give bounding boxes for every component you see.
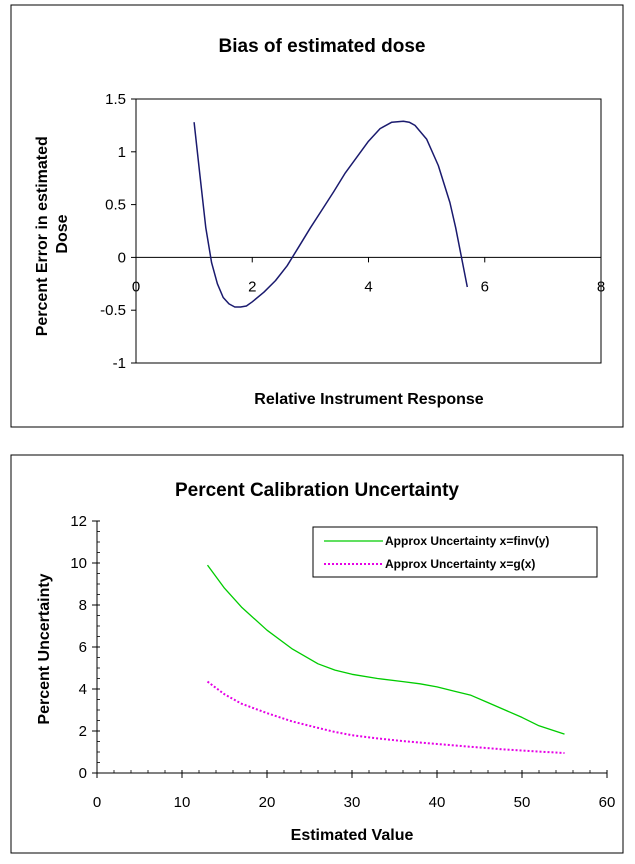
- legend-label-finv: Approx Uncertainty x=finv(y): [385, 534, 549, 548]
- uncertainty-x-axis-label: Estimated Value: [291, 827, 414, 844]
- legend-box: [312, 526, 598, 578]
- uncertainty-chart-title: Percent Calibration Uncertainty: [175, 480, 459, 501]
- bias-y-tick-label: 0.5: [105, 197, 126, 214]
- uncertainty-x-tick-label: 20: [259, 794, 276, 811]
- bias-x-tick-label: 6: [481, 278, 489, 295]
- uncertainty-chart: Percent Calibration Uncertainty 0 2 4 6 8 10 1…: [10, 454, 624, 854]
- bias-y-axis-label-line2: Dose: [54, 214, 71, 253]
- uncertainty-x-tick-label: 50: [514, 794, 531, 811]
- uncertainty-y-tick-label: 8: [79, 597, 87, 614]
- uncertainty-x-tick-label: 60: [599, 794, 616, 811]
- series-line-finv: [206, 564, 565, 735]
- bias-x-tick-label: 2: [248, 278, 256, 295]
- bias-y-tick-label: 1: [118, 144, 126, 161]
- uncertainty-legend: Approx Uncertainty x=finv(y) Approx Unce…: [312, 526, 598, 578]
- bias-y-tick-label: 1.5: [105, 91, 126, 108]
- uncertainty-y-tick-label: 12: [70, 513, 87, 530]
- uncertainty-x-tick-label: 30: [344, 794, 361, 811]
- uncertainty-chart-marks: 0 2 4 6 8 10 12 0 10 20 30 40 50 60: [70, 513, 615, 811]
- bias-x-axis-label: Relative Instrument Response: [254, 391, 484, 408]
- uncertainty-x-tick-label: 40: [429, 794, 446, 811]
- bias-x-tick-label: 0: [132, 278, 140, 295]
- bias-series-line: [193, 120, 469, 308]
- bias-y-axis-label: Percent Error in estimated Dose: [34, 132, 71, 337]
- bias-chart-title: Bias of estimated dose: [219, 36, 426, 57]
- series-line-gx: [206, 680, 565, 754]
- uncertainty-x-tick-label: 0: [93, 794, 101, 811]
- bias-plot-area: [135, 98, 602, 364]
- bias-y-axis-label-line1: Percent Error in estimated: [34, 136, 51, 336]
- bias-x-tick-label: 8: [597, 278, 605, 295]
- bias-y-tick-label: -0.5: [100, 302, 126, 319]
- uncertainty-y-tick-label: 2: [79, 723, 87, 740]
- uncertainty-y-tick-label: 4: [79, 681, 87, 698]
- uncertainty-y-tick-label: 10: [70, 555, 87, 572]
- legend-label-gx: Approx Uncertainty x=g(x): [385, 557, 535, 571]
- uncertainty-y-tick-label: 0: [79, 765, 87, 782]
- bias-chart-marks: -1 -0.5 0 0.5 1 1.5 0 2 4 6 8: [100, 91, 605, 372]
- bias-chart: Bias of estimated dose -1 -0.5 0 0.5 1 1.5 0 2 4…: [10, 4, 624, 428]
- bias-y-tick-label: 0: [118, 249, 126, 266]
- uncertainty-x-tick-label: 10: [174, 794, 191, 811]
- uncertainty-y-axis-label: Percent Uncertainty: [36, 573, 53, 724]
- bias-x-tick-label: 4: [364, 278, 372, 295]
- bias-y-tick-label: -1: [113, 355, 126, 372]
- uncertainty-y-tick-label: 6: [79, 639, 87, 656]
